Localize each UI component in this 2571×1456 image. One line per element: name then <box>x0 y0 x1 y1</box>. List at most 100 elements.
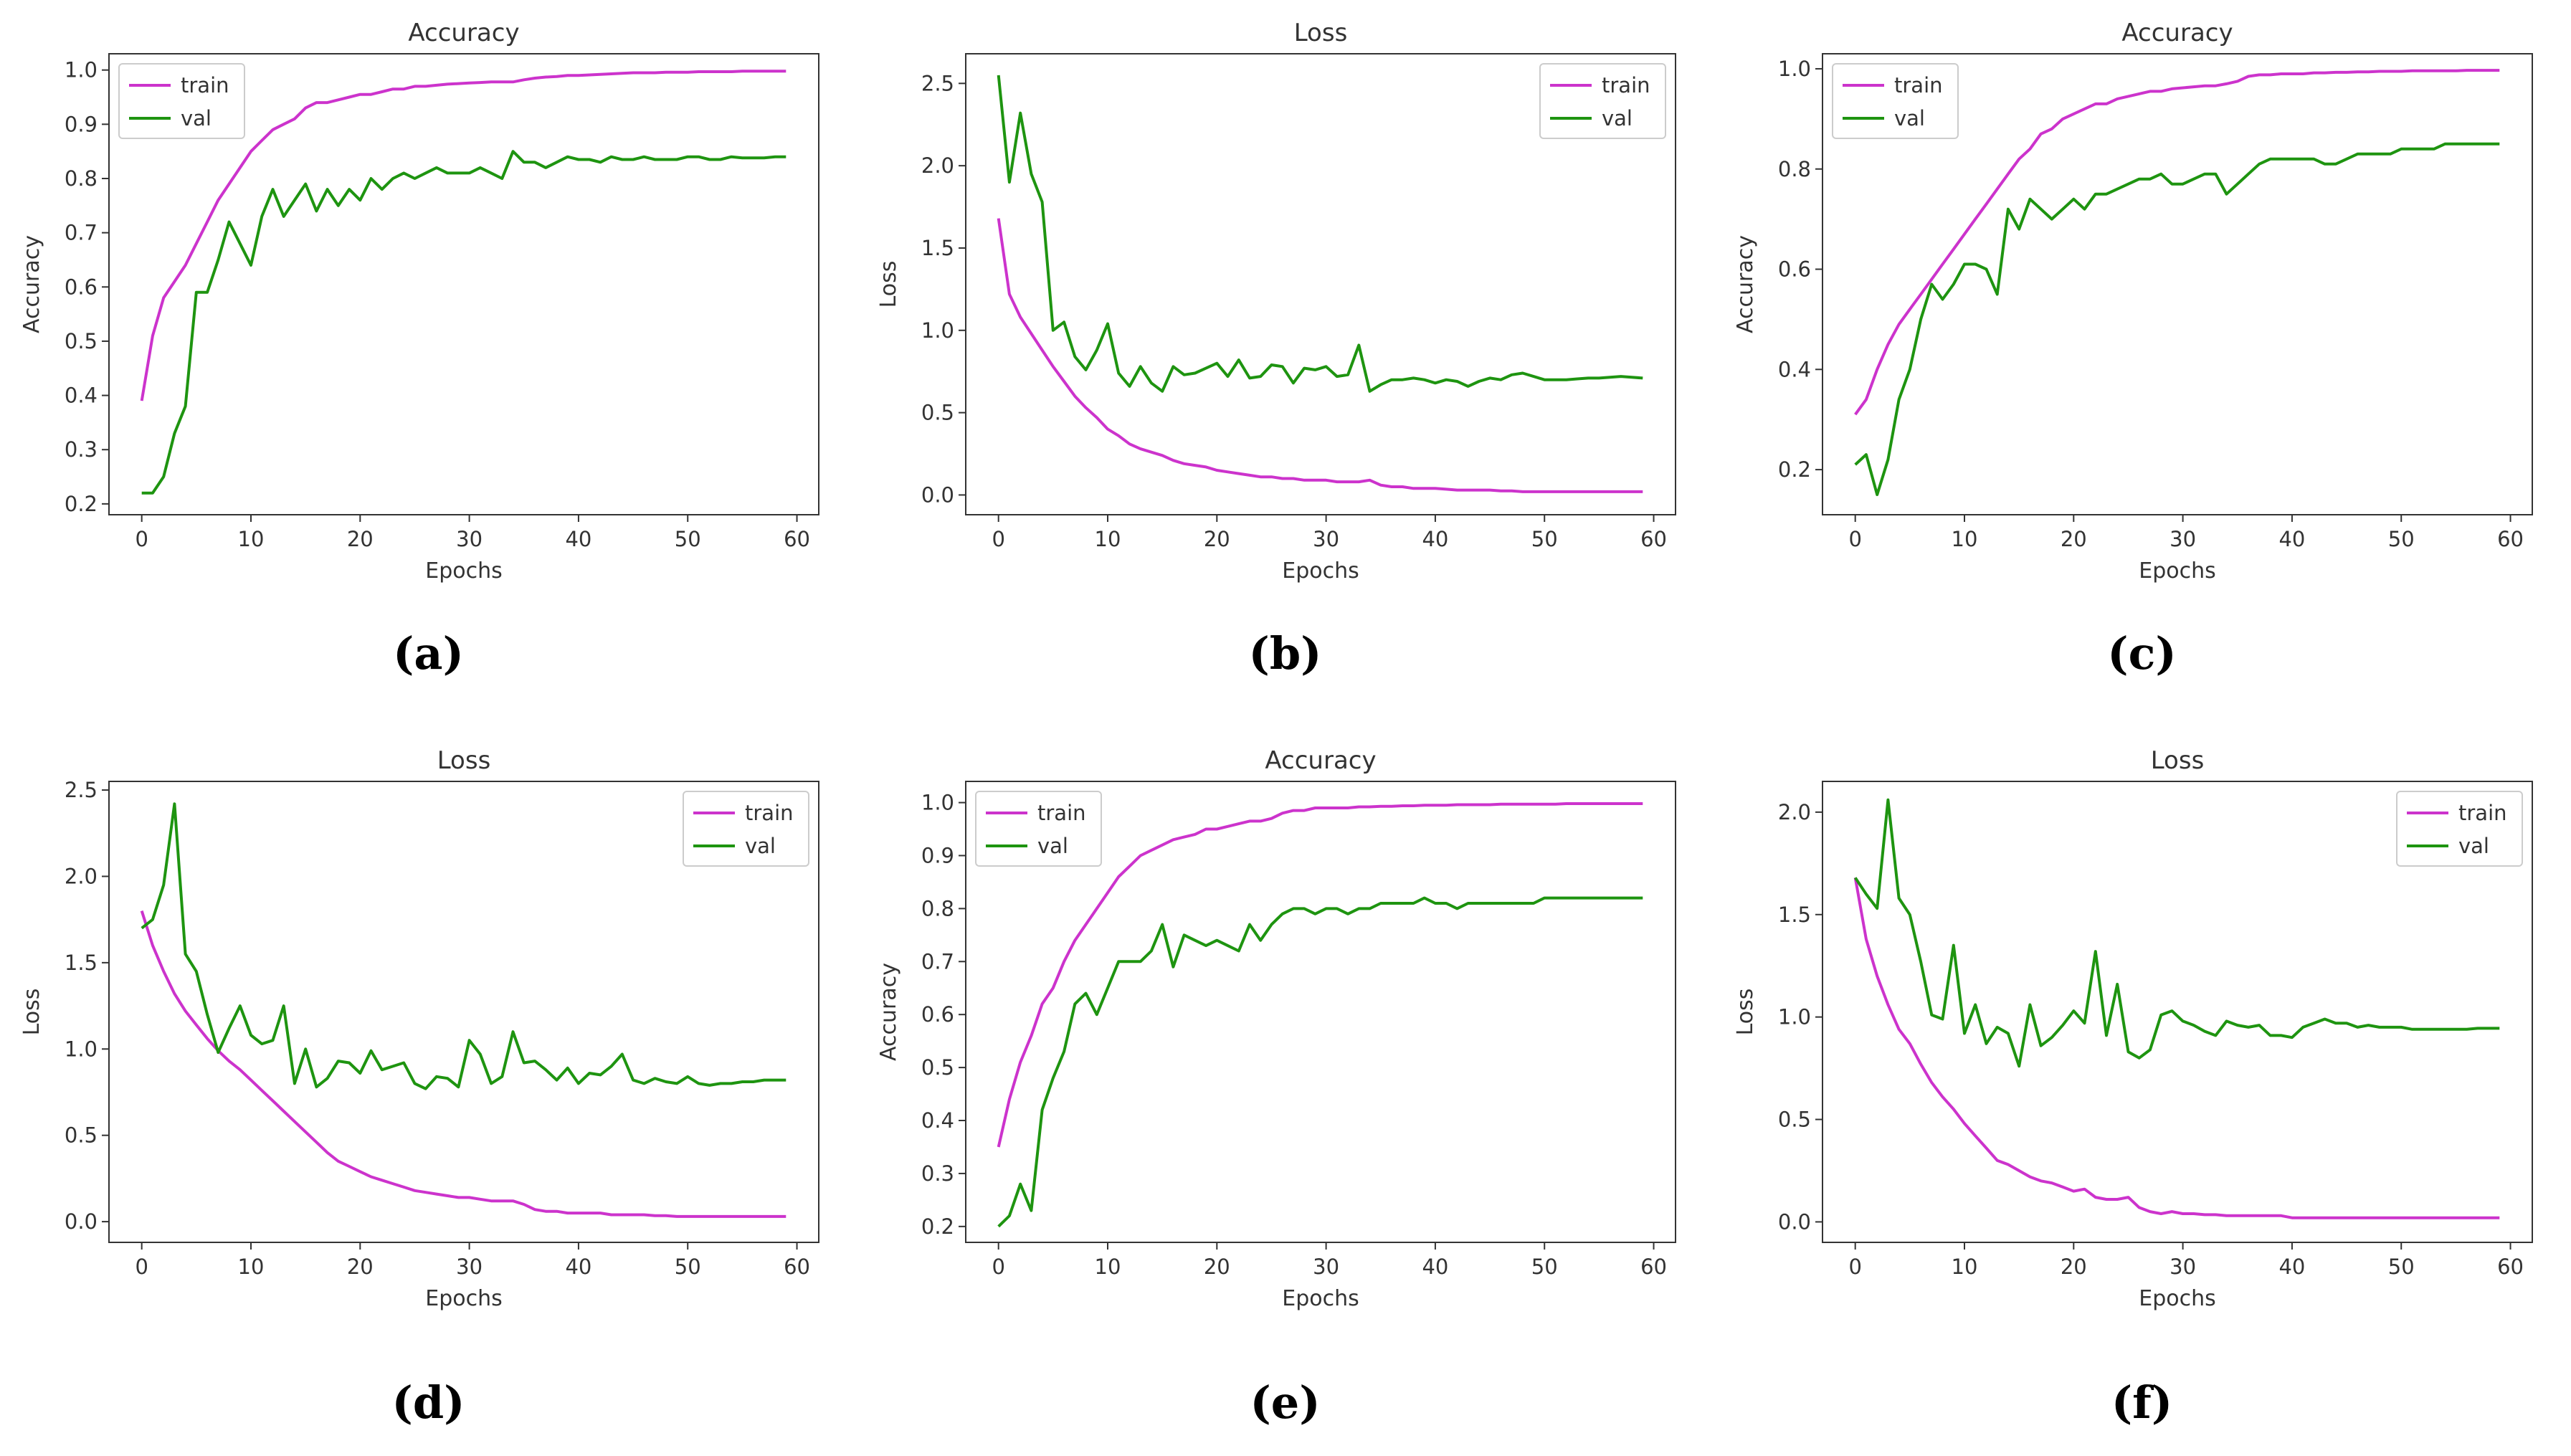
caption-f: (f) <box>2111 1376 2173 1429</box>
x-tick-label: 20 <box>2061 1255 2087 1279</box>
caption-b: (b) <box>1248 627 1322 680</box>
y-tick-label: 0.9 <box>65 112 98 136</box>
y-tick-label: 0.5 <box>65 1123 98 1148</box>
legend-label-train: train <box>745 801 794 825</box>
panel-e: Accuracy 0 10 20 30 40 50 60 0.2 0.3 0.4 0.5 0.6 0.7 0… <box>857 728 1714 1455</box>
chart-title: Accuracy <box>2121 19 2233 47</box>
x-tick-label: 10 <box>1095 1255 1121 1279</box>
x-tick-label: 20 <box>1204 1255 1230 1279</box>
y-tick-label: 0.5 <box>921 1055 954 1080</box>
caption-d: (d) <box>391 1376 465 1429</box>
y-tick-label: 0.5 <box>1778 1108 1811 1132</box>
panel-a: Accuracy 0 10 20 30 40 50 60 0.2 0.3 0.4 0.5 0.6 0.7 0… <box>0 0 857 728</box>
y-tick-label: 0.2 <box>921 1214 954 1239</box>
y-tick-label: 0.8 <box>65 166 98 191</box>
y-tick-label: 1.0 <box>65 58 98 82</box>
chart-f: Loss 0 10 20 30 40 50 60 0.0 0.5 1.0 1.5 2.0 Epochs Lo… <box>1733 746 2533 1311</box>
x-tick-label: 50 <box>675 527 701 551</box>
chart-title: Loss <box>437 746 491 775</box>
caption-a: (a) <box>393 627 464 680</box>
y-tick-label: 0.0 <box>1778 1209 1811 1234</box>
x-tick-label: 30 <box>2170 1255 2196 1279</box>
series-line-train <box>1853 877 2500 1219</box>
series-line-train <box>997 802 1643 1148</box>
y-tick-label: 0.5 <box>65 329 98 353</box>
legend-label-train: train <box>1894 73 1943 97</box>
x-axis-label: Epochs <box>1282 1286 1359 1311</box>
x-tick-label: 0 <box>992 1255 1004 1279</box>
legend-label-train: train <box>181 73 229 97</box>
y-tick-label: 0.6 <box>1778 257 1811 282</box>
y-tick-label: 0.0 <box>65 1209 98 1234</box>
y-tick-label: 1.5 <box>1778 903 1811 927</box>
series-line-val <box>997 896 1643 1228</box>
x-tick-label: 50 <box>1531 1255 1558 1279</box>
plot-frame <box>965 53 1676 515</box>
legend-label-train: train <box>1602 73 1650 97</box>
chart-d: Loss 0 10 20 30 40 50 60 0.0 0.5 1.0 1.5 2.0 2.5 Epoch… <box>19 746 819 1311</box>
x-tick-label: 10 <box>1952 1255 1978 1279</box>
x-axis-label: Epochs <box>425 558 503 584</box>
plot-frame <box>1822 781 2533 1243</box>
x-tick-label: 60 <box>2497 527 2524 551</box>
y-tick-label: 1.5 <box>921 236 954 260</box>
legend-label-val: val <box>1037 834 1068 858</box>
chart-a: Accuracy 0 10 20 30 40 50 60 0.2 0.3 0.4 0.5 0.6 0.7 0… <box>19 19 819 584</box>
y-tick-label: 0.8 <box>921 896 954 920</box>
plot-frame <box>1822 53 2533 515</box>
y-tick-label: 0.4 <box>921 1108 954 1133</box>
x-tick-label: 50 <box>2388 1255 2415 1279</box>
y-tick-label: 1.0 <box>65 1037 98 1061</box>
x-axis-label: Epochs <box>1282 558 1359 584</box>
y-axis-label: Loss <box>876 261 901 308</box>
series-line-val <box>141 150 786 495</box>
panel-c: Accuracy 0 10 20 30 40 50 60 0.2 0.4 0.6 0.8 1.0 Epoc… <box>1714 0 2570 728</box>
y-tick-label: 0.3 <box>921 1161 954 1186</box>
x-tick-label: 10 <box>1095 527 1121 551</box>
y-tick-label: 0.0 <box>921 482 954 507</box>
y-axis-label: Accuracy <box>19 235 44 333</box>
panel-f: Loss 0 10 20 30 40 50 60 0.0 0.5 1.0 1.5 2.0 Epochs Lo… <box>1714 728 2570 1455</box>
x-tick-label: 60 <box>2497 1255 2524 1279</box>
y-tick-label: 2.0 <box>1778 800 1811 824</box>
x-tick-label: 10 <box>1952 527 1978 551</box>
y-tick-label: 1.5 <box>65 951 98 975</box>
caption-c: (c) <box>2107 627 2177 680</box>
y-tick-label: 0.8 <box>1778 157 1811 181</box>
x-tick-label: 40 <box>565 527 591 551</box>
series-line-val <box>997 75 1643 393</box>
x-tick-label: 40 <box>1422 527 1448 551</box>
x-tick-label: 0 <box>992 527 1004 551</box>
y-tick-label: 0.4 <box>65 384 98 408</box>
x-tick-label: 20 <box>1204 527 1230 551</box>
x-tick-label: 30 <box>1313 527 1339 551</box>
y-tick-label: 0.7 <box>65 221 98 245</box>
series-line-train <box>1854 69 2500 416</box>
y-tick-label: 0.3 <box>65 437 98 462</box>
chart-c: Accuracy 0 10 20 30 40 50 60 0.2 0.4 0.6 0.8 1.0 Epoc… <box>1733 19 2533 584</box>
x-tick-label: 30 <box>456 1255 483 1279</box>
y-tick-label: 2.5 <box>65 778 98 802</box>
x-tick-label: 30 <box>1313 1255 1339 1279</box>
chart-title: Accuracy <box>408 19 519 47</box>
y-axis-label: Accuracy <box>1733 235 1758 333</box>
plot-frame <box>108 53 819 515</box>
series-line-train <box>140 70 786 401</box>
x-tick-label: 0 <box>1848 1255 1861 1279</box>
x-tick-label: 0 <box>135 1255 148 1279</box>
series-line-val <box>1854 798 2500 1068</box>
x-tick-label: 50 <box>675 1255 701 1279</box>
legend-label-train: train <box>2458 801 2507 825</box>
y-axis-label: Loss <box>19 989 44 1036</box>
x-axis-label: Epochs <box>425 1286 503 1311</box>
plot-frame <box>965 781 1676 1243</box>
x-tick-label: 60 <box>1640 527 1667 551</box>
y-tick-label: 1.0 <box>921 318 954 343</box>
x-tick-label: 20 <box>347 1255 374 1279</box>
x-tick-label: 40 <box>2278 527 2305 551</box>
y-tick-label: 0.2 <box>1778 457 1811 482</box>
legend-label-val: val <box>745 834 776 858</box>
x-tick-label: 60 <box>784 1255 810 1279</box>
x-axis-label: Epochs <box>2139 1286 2216 1311</box>
x-tick-label: 20 <box>347 527 374 551</box>
